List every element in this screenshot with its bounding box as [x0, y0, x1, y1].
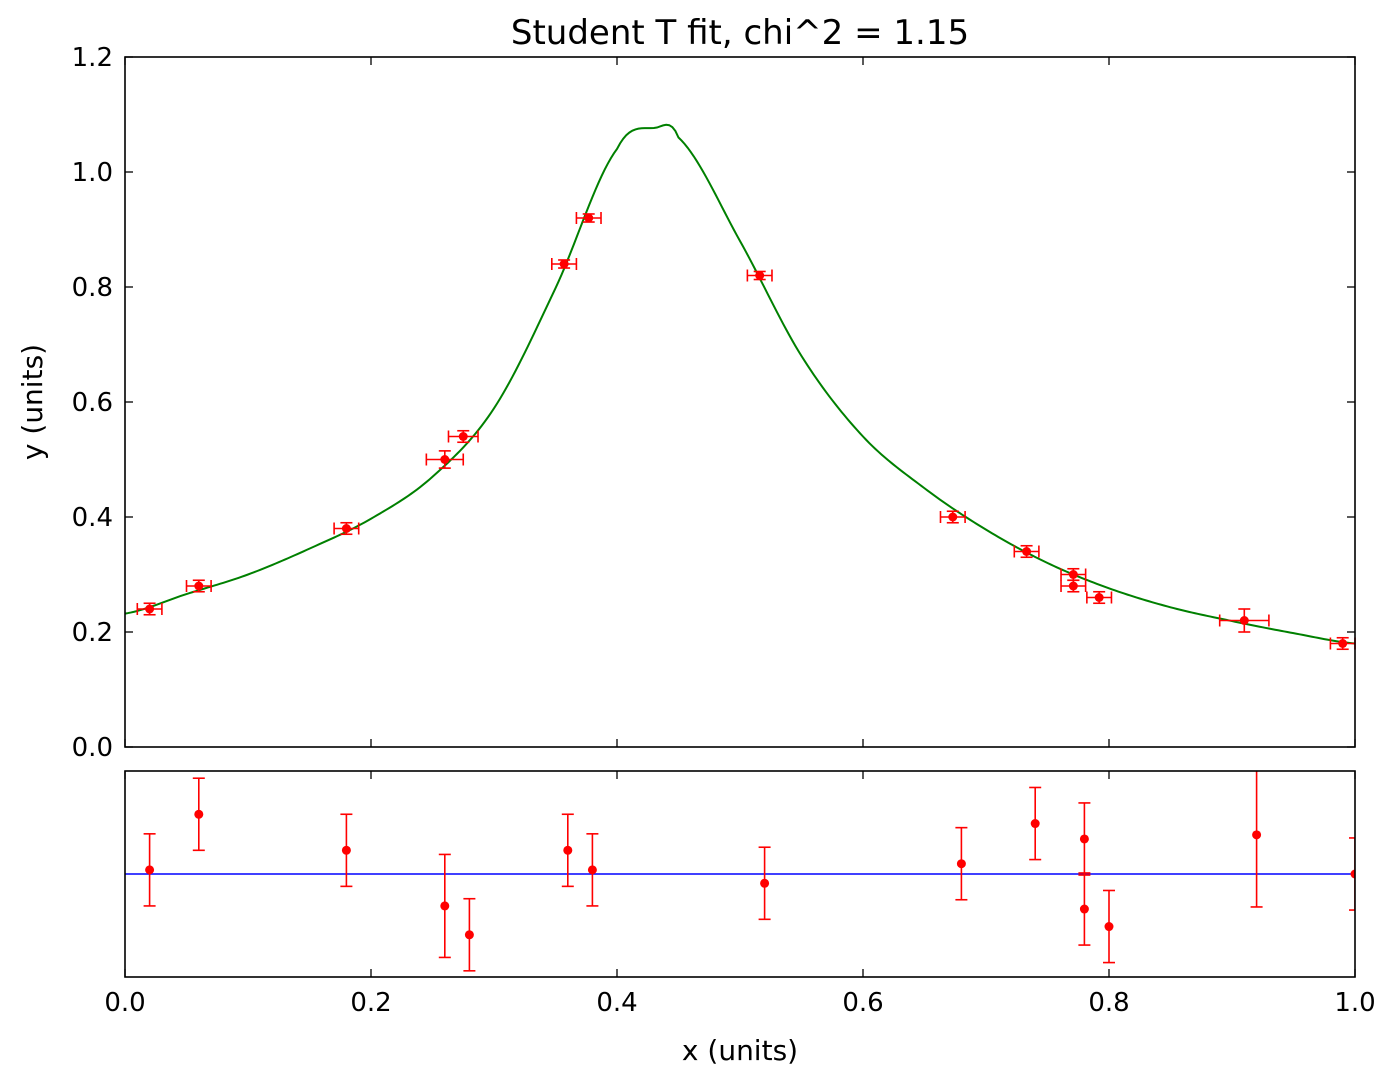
residual-marker: [1079, 834, 1089, 844]
residual-axes-frame: [124, 770, 1356, 978]
residual-point-14: [1349, 837, 1355, 911]
residual-point-13: [1250, 771, 1263, 908]
main-y-tick-label: 1.2: [72, 43, 113, 73]
residual-x-tick-label: 1.0: [1334, 988, 1375, 1018]
residual-point-4: [463, 897, 476, 972]
x-axis-label: x (units): [682, 1034, 798, 1067]
main-y-tick-label: 0.4: [72, 503, 113, 533]
residual-marker: [563, 845, 573, 855]
residual-point-5: [561, 813, 574, 888]
residual-plot-panel: 0.0 0.2 0.4 0.6 0.8 1.0: [104, 770, 1376, 1018]
data-point-3: [425, 450, 465, 469]
data-point-5: [551, 258, 578, 270]
fit-curve: [125, 123, 1355, 645]
main-y-tick-label: 0.6: [72, 388, 113, 418]
main-y-tick-label: 0.2: [72, 618, 113, 648]
data-point-9: [1013, 544, 1040, 559]
data-marker: [755, 271, 765, 280]
data-point-7: [746, 269, 773, 282]
residual-marker: [1350, 869, 1355, 879]
data-marker: [559, 259, 569, 269]
residual-plot-area: [125, 771, 1355, 972]
data-marker: [194, 581, 204, 591]
data-point-1: [185, 579, 212, 593]
residual-marker: [587, 865, 597, 875]
main-axes-frame: [124, 56, 1356, 748]
residual-marker: [1030, 819, 1040, 829]
data-marker: [1068, 581, 1078, 591]
data-marker: [948, 512, 958, 522]
residual-point-0: [143, 833, 156, 907]
residual-point-7: [758, 846, 771, 921]
data-marker: [458, 432, 468, 441]
y-axis-label: y (units): [16, 344, 49, 460]
residual-marker: [194, 809, 204, 819]
data-point-13: [1218, 608, 1270, 633]
residual-x-tick-label: 0.4: [596, 988, 637, 1018]
data-marker: [1068, 570, 1078, 579]
residual-x-tick-label: 0.6: [842, 988, 883, 1018]
data-point-12: [1086, 590, 1113, 605]
chart-title: Student T fit, chi^2 = 1.15: [511, 13, 969, 53]
residual-point-9: [1029, 786, 1042, 861]
data-marker: [440, 455, 450, 464]
residual-marker: [956, 859, 966, 869]
data-point-0: [136, 602, 163, 616]
residual-point-8: [955, 826, 968, 901]
main-y-tick-label: 1.0: [72, 158, 113, 188]
residual-point-1: [192, 777, 205, 852]
residual-point-11: [1078, 872, 1091, 946]
data-marker: [1022, 547, 1032, 556]
data-point-11: [1060, 579, 1087, 593]
data-marker: [584, 213, 594, 223]
residual-marker: [1079, 904, 1089, 914]
data-point-4: [447, 429, 479, 444]
data-marker: [1338, 639, 1348, 648]
residual-x-tick-label: 0.8: [1088, 988, 1129, 1018]
data-marker: [1094, 593, 1104, 602]
residual-point-6: [586, 833, 599, 907]
main-y-tick-label: 0.0: [72, 733, 113, 763]
residual-marker: [341, 845, 351, 855]
main-y-tick-label: 0.8: [72, 273, 113, 303]
residual-marker: [145, 865, 155, 875]
residual-point-2: [340, 813, 353, 888]
residual-marker: [1252, 830, 1262, 840]
residual-point-12: [1103, 889, 1115, 964]
residual-point-3: [438, 853, 451, 959]
data-point-2: [333, 521, 360, 536]
main-plot-panel: 0.0 0.2 0.4 0.6 0.8 1.0 1.2: [72, 43, 1356, 763]
residual-marker: [1104, 922, 1114, 932]
residual-x-tick-label: 0.0: [104, 988, 145, 1018]
data-marker: [145, 604, 155, 614]
residual-marker: [464, 930, 474, 940]
residual-marker: [440, 901, 450, 911]
data-marker: [341, 524, 351, 533]
residual-x-tick-label: 0.2: [350, 988, 391, 1018]
data-marker: [1239, 616, 1249, 625]
data-point-8: [939, 510, 966, 524]
residual-marker: [760, 878, 770, 888]
data-point-6: [575, 212, 602, 224]
